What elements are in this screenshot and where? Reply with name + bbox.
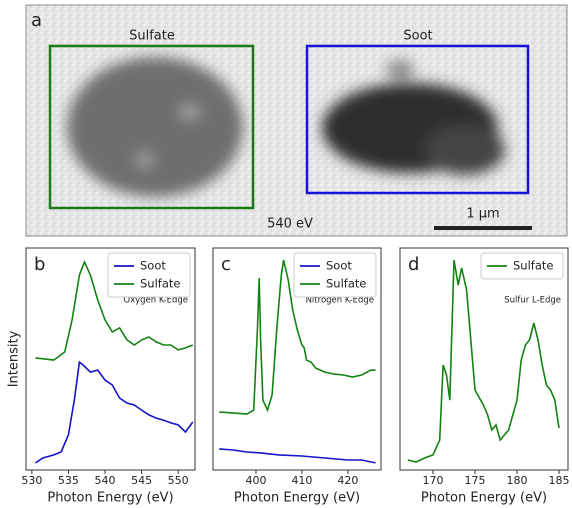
- panel-label: a: [31, 10, 42, 31]
- x-tick-label: 550: [168, 474, 189, 487]
- x-tick-label: 540: [95, 474, 116, 487]
- legend-label: Sulfate: [513, 259, 553, 273]
- panel-label: c: [221, 254, 231, 275]
- x-tick-label: 170: [423, 474, 444, 487]
- series-line: [35, 259, 194, 361]
- legend-label: Sulfate: [140, 277, 180, 291]
- x-tick-label: 530: [21, 474, 42, 487]
- annotation: Oxygen K-Edge: [123, 296, 188, 306]
- annotation: Sulfur L-Edge: [504, 296, 561, 306]
- legend-box: [293, 252, 377, 298]
- chart-panel: 530 535 540 545 550 Photon Energy (eV) Intensi…: [7, 247, 196, 506]
- legend-box: [107, 252, 191, 298]
- particles: [67, 57, 505, 197]
- plot-frame: [212, 247, 382, 471]
- y-axis-label: Intensity: [7, 330, 22, 387]
- region-label: Soot: [403, 29, 432, 44]
- x-tick-label: 400: [245, 474, 266, 487]
- sulfate-box: [48, 44, 255, 210]
- x-tick-label: 420: [337, 474, 358, 487]
- legend-label: Sulfate: [326, 277, 366, 291]
- x-axis-label: Photon Energy (eV): [234, 491, 360, 506]
- plot-frame: [399, 247, 569, 471]
- x-tick-label: 410: [291, 474, 312, 487]
- chart-panel: 400 410 420 Photon Energy (eV) c Nitrogen K-E…: [212, 247, 382, 506]
- scale-label: 1 μm: [466, 207, 499, 222]
- energy-label: 540 eV: [267, 217, 313, 232]
- x-axis-label: Photon Energy (eV): [47, 491, 173, 506]
- panel-label: b: [34, 254, 45, 275]
- panel-a: a Sulfate Soot 540 eV 1 μm: [25, 4, 568, 237]
- series-line: [219, 448, 376, 464]
- legend-box: [480, 252, 564, 280]
- soot-box: [305, 44, 530, 195]
- x-tick-label: 535: [58, 474, 79, 487]
- series-line: [219, 259, 376, 415]
- panel-label: d: [408, 254, 419, 275]
- annotation: Nitrogen K-Edge: [306, 296, 374, 306]
- x-tick-label: 185: [549, 474, 570, 487]
- series-line: [35, 360, 194, 464]
- x-tick-label: 175: [465, 474, 486, 487]
- legend-label: Soot: [326, 259, 352, 273]
- series-line: [407, 259, 560, 463]
- plot-frame: [25, 247, 196, 471]
- region-label: Sulfate: [129, 29, 175, 44]
- legend-label: Soot: [140, 259, 166, 273]
- x-tick-label: 545: [131, 474, 152, 487]
- x-axis-label: Photon Energy (eV): [421, 491, 547, 506]
- x-tick-label: 180: [507, 474, 528, 487]
